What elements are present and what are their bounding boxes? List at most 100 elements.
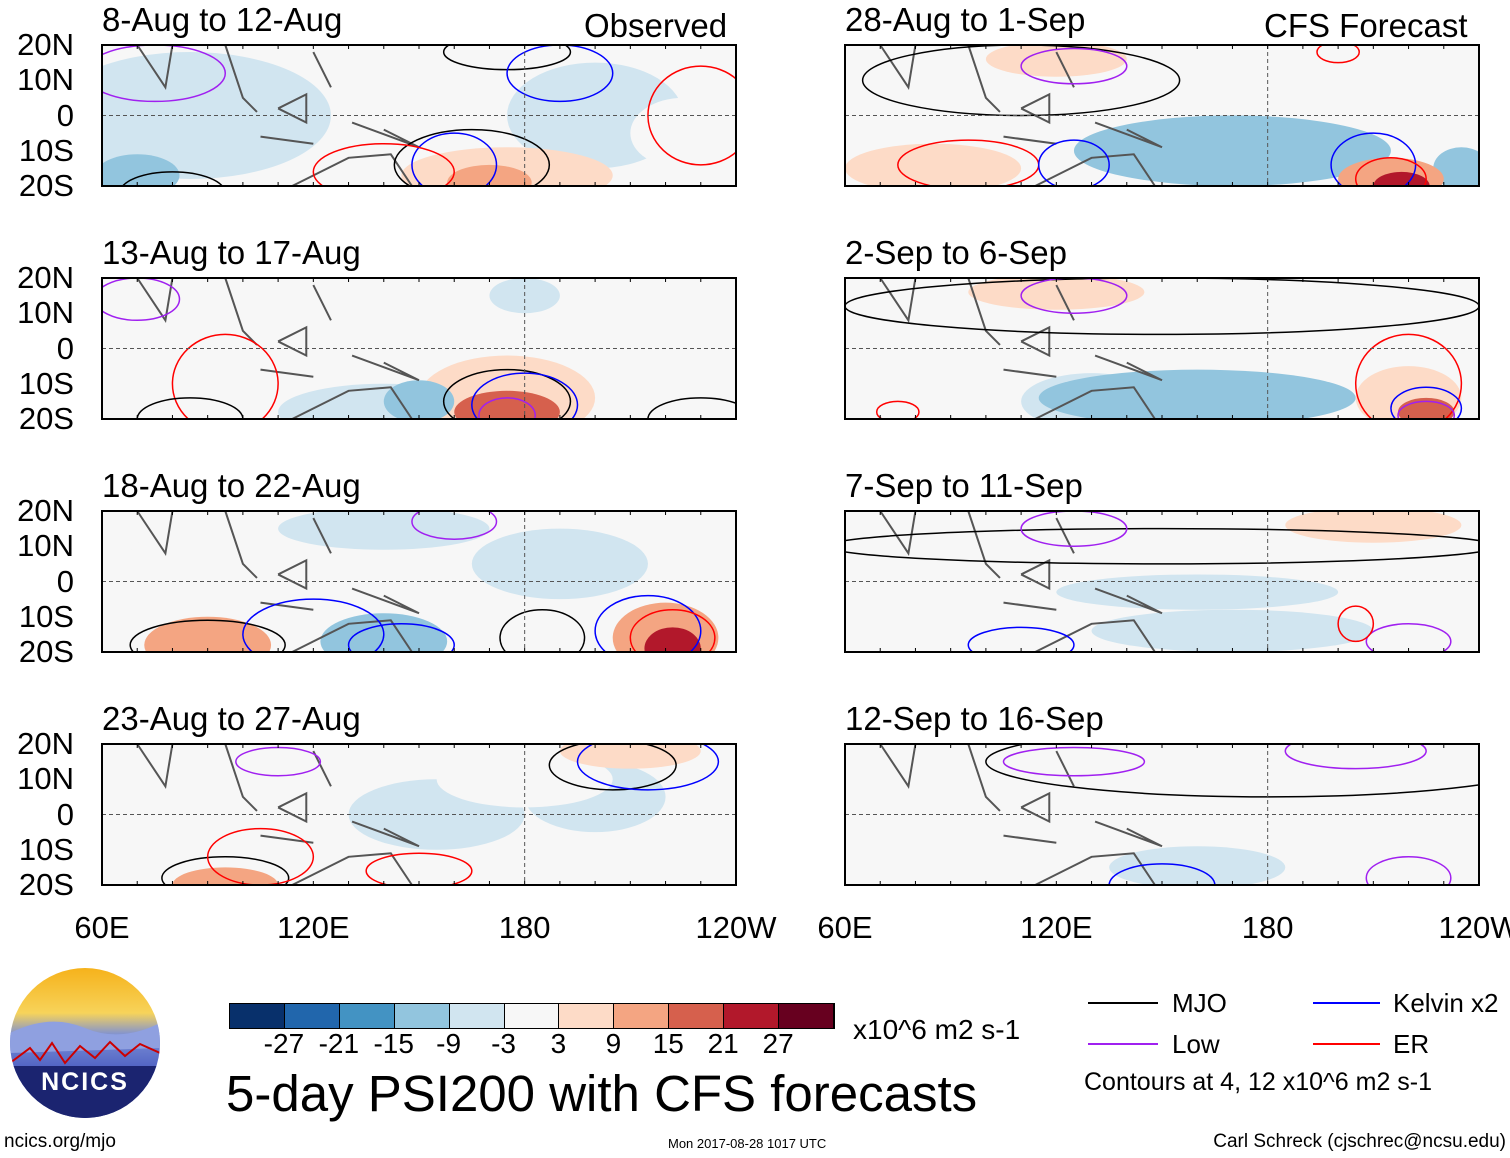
legend-label: MJO [1172,988,1227,1018]
panel-title: 18-Aug to 22-Aug [102,467,361,504]
kelvin-contour [471,372,579,420]
low-contour [1365,856,1452,886]
legend-line [1313,1002,1380,1004]
colorbar-swatch [449,1004,505,1028]
map-panel [101,44,737,187]
mountain-icon [10,1021,160,1118]
colorbar-swatch [779,1004,834,1028]
legend-line [1088,1043,1158,1045]
low-contour [1397,400,1456,420]
legend-label: Low [1172,1029,1220,1059]
er-contour [1316,44,1360,64]
panel-frame [101,510,737,653]
colorbar-tick-label: 15 [652,1028,684,1059]
anomaly-shading [644,627,701,653]
er-contour [171,333,279,420]
colorbar-swatch [724,1004,780,1028]
lon-label: 120E [277,910,350,945]
panel-frame [101,44,737,187]
footer-link[interactable]: ncics.org/mjo [4,1131,116,1152]
kelvin-contour [1037,139,1110,187]
colorbar-tick-label: -9 [436,1028,462,1059]
low-contour [1284,743,1427,770]
lat-label: 20S [18,401,74,436]
lat-label: 10N [17,528,74,564]
colorbar-tick-label: -3 [491,1028,516,1059]
coastline [136,44,420,187]
panel-title: 12-Sep to 16-Sep [845,700,1104,737]
lat-label: 0 [56,97,74,133]
anomaly-shading [1038,369,1356,420]
panel-title: 8-Aug to 12-Aug [102,1,343,38]
coastline [879,743,1163,886]
anomaly-shading [559,743,701,769]
panel-frame [101,277,737,420]
lon-label: 60E [74,910,130,945]
lat-label: 20S [18,168,74,203]
lat-label: 20S [18,867,74,902]
panel-frame [844,510,1480,653]
panel-frame [844,44,1480,187]
column-header: Observed [584,7,728,44]
column-header: CFS Forecast [1264,7,1468,44]
mjo-contour [442,368,572,420]
anomaly-shading [1433,147,1480,187]
lon-label: 120W [695,910,777,945]
colorbar-tick-label: -21 [318,1028,360,1059]
colorbar-swatch [504,1004,560,1028]
map-panel [101,510,737,653]
panel-title: 2-Sep to 6-Sep [845,234,1067,271]
kelvin-contour [967,626,1075,653]
mjo-contour [129,619,286,653]
er-contour [875,400,920,420]
kelvin-contour [242,598,385,653]
anomaly-shading [968,277,1145,310]
lat-label: 10S [18,598,74,634]
lat-label: 20N [17,726,74,761]
coastline [879,510,1163,653]
map-panel [844,510,1480,653]
lat-label: 0 [56,796,74,832]
colorbar-swatch [559,1004,615,1028]
low-contour [1020,47,1128,85]
kelvin-contour [411,132,498,187]
lat-label: 10S [18,365,74,401]
anomaly-shading [630,97,737,169]
er-contour [365,852,473,886]
lat-label: 20N [17,493,74,528]
colorbar-swatch [394,1004,450,1028]
anomaly-shading [1073,115,1391,186]
anomaly-shading [1056,574,1339,610]
lat-label: 0 [56,330,74,366]
map-panel [844,44,1480,187]
anomaly-shading [172,867,279,886]
logo-text: NCICS [41,1068,129,1096]
colorbar-tick-label: 27 [762,1028,794,1059]
kelvin-contour [1390,386,1463,420]
anomaly-shading [144,616,272,653]
er-contour [312,142,455,187]
mjo-contour [120,171,224,187]
colorbar-swatch [614,1004,670,1028]
anomaly-shading [383,380,455,420]
anomaly-shading [1109,846,1286,886]
mjo-contour [844,527,1480,565]
coastline [879,277,1163,420]
er-contour [647,65,737,166]
coastline [136,510,420,653]
kelvin-contour [594,594,702,653]
timestamp: Mon 2017-08-28 1017 UTC [668,1136,827,1151]
er-contour [629,608,716,653]
lon-label: 180 [498,910,551,945]
colorbar-tick-label: 21 [707,1028,739,1059]
anomaly-shading [845,143,1022,187]
lat-label: 20S [18,634,74,669]
lat-label: 20N [17,27,74,62]
kelvin-contour [1330,132,1417,187]
anomaly-shading [1038,779,1462,850]
lat-label: 10N [17,761,74,797]
kelvin-contour [347,623,455,653]
lat-label: 20N [17,260,74,295]
lon-label: 120W [1438,910,1510,945]
mjo-contour [499,608,586,653]
